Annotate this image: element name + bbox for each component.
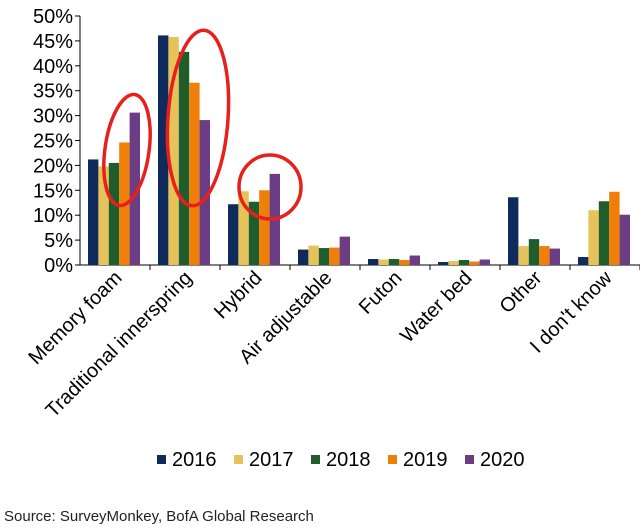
bar-2016	[368, 259, 379, 265]
annotations	[102, 28, 303, 221]
y-tick-label: 50%	[33, 6, 73, 28]
highlight-circle-hybrid	[237, 153, 303, 221]
bar-2019	[539, 246, 550, 265]
bar-2018	[178, 51, 190, 265]
bar-2020	[549, 248, 560, 265]
source-note: Source: SurveyMonkey, BofA Global Resear…	[4, 508, 314, 525]
x-tick-label: Futon	[355, 267, 407, 319]
legend-label-2017: 2017	[249, 449, 294, 471]
bar-2016	[298, 249, 309, 265]
y-tick-label: 0%	[44, 255, 73, 277]
bar-2017	[378, 259, 389, 265]
bar-2016	[88, 159, 99, 265]
bar-2020	[479, 259, 490, 265]
bar-2017	[98, 166, 109, 265]
bar-2016	[158, 35, 169, 266]
bar-2018	[528, 239, 540, 265]
bar-2018	[458, 260, 470, 265]
y-tick-label: 5%	[44, 230, 73, 252]
y-tick-label: 25%	[33, 131, 73, 153]
bar-2019	[399, 260, 410, 265]
bar-2017	[588, 210, 599, 265]
bar-2016	[578, 257, 589, 265]
bar-2016	[228, 204, 239, 265]
bar-2017	[238, 191, 249, 265]
legend-label-2016: 2016	[172, 449, 217, 471]
y-tick-label: 35%	[33, 81, 73, 103]
bar-2020	[409, 255, 420, 265]
bar-2019	[189, 82, 200, 266]
bars	[88, 35, 640, 270]
bar-2016	[438, 262, 449, 265]
x-tick-label: Hybrid	[210, 267, 266, 323]
bar-2019	[609, 191, 620, 265]
bar-2017	[308, 245, 319, 265]
legend-swatch-2020	[465, 455, 474, 464]
bar-2019	[469, 261, 480, 265]
bar-2017	[448, 261, 459, 265]
y-tick-label: 15%	[33, 180, 73, 202]
bar-2016	[508, 197, 519, 265]
y-tick-label: 45%	[33, 31, 73, 53]
y-tick-label: 30%	[33, 106, 73, 128]
bar-2017	[518, 246, 529, 265]
bar-2020	[339, 236, 350, 265]
bar-2020	[619, 214, 630, 265]
bar-2018	[318, 248, 330, 265]
y-tick-label: 20%	[33, 155, 73, 177]
bar-2018	[388, 259, 400, 265]
legend-swatch-2019	[388, 455, 397, 464]
legend-swatch-2018	[311, 455, 320, 464]
legend-swatch-2016	[157, 455, 166, 464]
y-tick-label: 40%	[33, 56, 73, 78]
legend-label-2018: 2018	[326, 449, 371, 471]
bar-2019	[329, 247, 340, 265]
bar-2018	[108, 162, 120, 265]
x-tick-label: Water bed	[396, 267, 476, 347]
bar-2018	[598, 201, 610, 265]
highlight-circle-memory-foam	[102, 92, 152, 208]
x-tick-label: Traditional innerspring	[42, 267, 197, 422]
legend-swatch-2017	[234, 455, 243, 464]
legend-label-2019: 2019	[403, 449, 448, 471]
legend-label-2020: 2020	[480, 449, 525, 471]
y-axis: 0% 5% 10% 15% 20%25% 30% 35% 40% 45% 50%	[33, 6, 640, 277]
bar-2017	[168, 36, 179, 265]
bar-2020	[129, 112, 140, 265]
bar-2020	[199, 120, 210, 265]
highlight-circle-traditional-innerspring	[165, 28, 231, 208]
y-tick-label: 10%	[33, 205, 73, 227]
bar-2019	[259, 190, 270, 265]
x-tick-label: Other	[496, 267, 547, 318]
legend: 2016 2017 2018 2019 2020	[157, 449, 525, 471]
bar-2018	[248, 201, 260, 265]
